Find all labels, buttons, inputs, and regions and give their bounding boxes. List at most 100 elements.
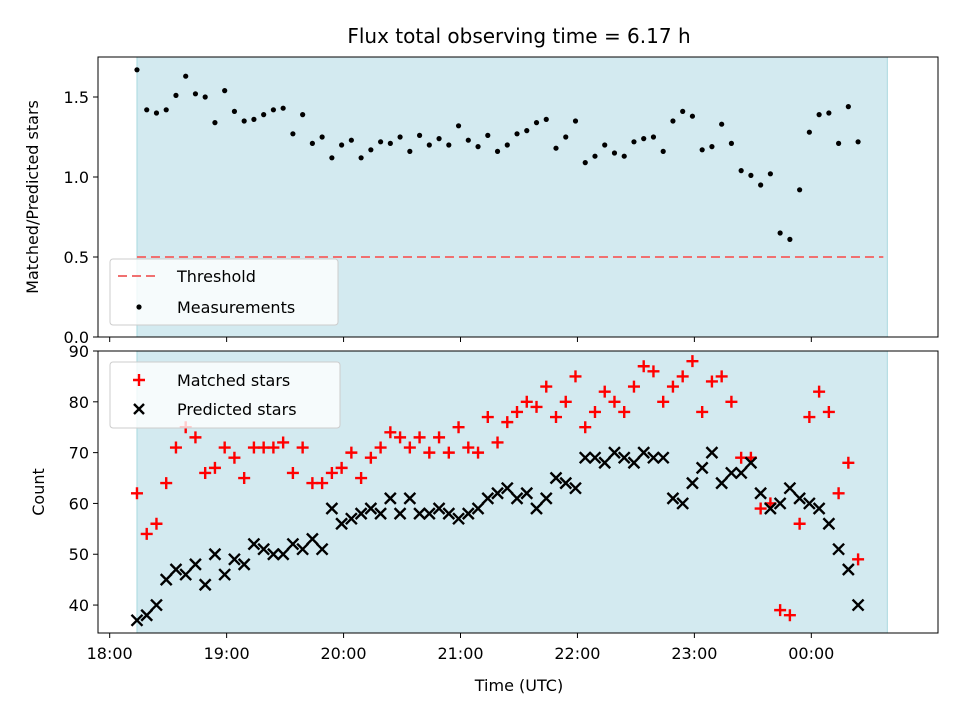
measurement-point — [709, 144, 715, 150]
matched-star-marker — [783, 609, 796, 622]
measurement-point — [748, 172, 754, 178]
matched-star-marker — [355, 472, 368, 485]
matched-star-marker — [199, 466, 212, 479]
predicted-star-marker — [520, 486, 534, 500]
measurement-point — [387, 140, 393, 146]
bottom-x-ticks: 18:00 19:00 20:00 21:00 22:00 23:00 00:00 — [87, 633, 834, 663]
measurement-point — [582, 160, 588, 166]
predicted-star-marker — [374, 507, 387, 520]
matched-star-marker — [569, 370, 582, 383]
top-x-ticks — [109, 337, 812, 342]
bottom-panel: 40 50 60 70 80 90 18:00 19:00 20:00 21:00 22:00 23… — [29, 342, 939, 695]
matched-star-marker — [666, 380, 679, 393]
measurement-point — [533, 120, 540, 126]
predicted-star-marker — [218, 568, 232, 581]
predicted-star-marker — [686, 476, 699, 490]
matched-star-marker — [803, 411, 816, 424]
measurement-point — [641, 136, 647, 142]
bottom-y-tick-label: 80 — [69, 393, 89, 412]
measurement-point — [660, 148, 666, 154]
predicted-star-marker — [841, 563, 855, 576]
predicted-star-marker — [588, 451, 602, 465]
measurement-point — [845, 104, 851, 110]
predicted-star-marker — [208, 547, 222, 561]
matched-star-marker — [413, 431, 426, 444]
measurement-point — [436, 136, 442, 142]
predicted-star-marker — [764, 502, 777, 515]
x-tick-label: 19:00 — [204, 644, 250, 663]
measurement-point — [797, 187, 803, 193]
predicted-star-marker — [734, 466, 748, 480]
predicted-star-marker — [783, 481, 797, 495]
matched-star-marker — [316, 477, 329, 490]
predicted-star-marker — [491, 486, 504, 500]
measurement-point — [758, 182, 764, 188]
predicted-star-marker — [325, 502, 339, 515]
measurement-point — [475, 144, 481, 150]
matched-star-marker — [442, 446, 455, 459]
measurement-point — [738, 168, 744, 174]
x-tick-label: 23:00 — [671, 644, 717, 663]
predicted-star-marker — [500, 481, 514, 495]
measurement-point — [650, 134, 657, 140]
matched-star-marker — [277, 436, 290, 449]
predicted-star-marker — [393, 507, 407, 520]
predicted-star-marker — [803, 497, 816, 510]
predicted-star-marker — [403, 492, 417, 505]
bottom-y-tick-label: 60 — [69, 494, 89, 513]
measurement-point — [231, 108, 238, 114]
legend-predicted-swatch — [133, 403, 145, 415]
measurement-point — [494, 148, 501, 154]
matched-star-marker — [286, 466, 299, 479]
measurement-point — [280, 105, 286, 111]
measurement-point — [270, 107, 277, 113]
measurement-point — [826, 110, 832, 116]
matched-star-marker — [238, 472, 251, 485]
measurement-point — [670, 118, 676, 124]
measurement-point — [621, 153, 627, 159]
measurement-point — [524, 128, 530, 134]
measurement-point — [514, 131, 520, 137]
predicted-star-marker — [130, 613, 144, 627]
top-panel-frame — [97, 56, 939, 338]
matched-star-marker — [130, 487, 143, 500]
matched-star-marker — [696, 405, 709, 418]
matched-star-marker — [169, 441, 182, 454]
measurement-point — [553, 145, 559, 151]
measurement-point — [134, 67, 140, 73]
predicted-star-marker — [442, 507, 456, 520]
measurement-point — [329, 155, 335, 161]
predicted-star-marker — [510, 492, 524, 505]
measurement-point — [173, 92, 179, 98]
matched-star-marker — [608, 395, 621, 408]
measurement-point — [446, 142, 452, 148]
predicted-star-marker — [793, 492, 806, 505]
predicted-star-marker — [422, 507, 436, 520]
matched-star-marker — [627, 380, 640, 393]
measurement-point — [855, 139, 861, 145]
top-panel: 0.0 0.5 1.0 1.5 Matched/Predicted stars Thr… — [23, 56, 939, 347]
bottom-y-tick-label: 90 — [69, 342, 89, 361]
measurement-point — [241, 118, 247, 124]
measurement-point — [416, 132, 423, 138]
bottom-y-axis-label: Count — [29, 468, 48, 516]
matched-star-marker — [842, 456, 855, 469]
matched-star-marker — [228, 451, 241, 464]
predicted-star-marker — [247, 537, 261, 551]
predicted-star-marker — [481, 492, 495, 505]
measurement-point — [602, 142, 608, 148]
matched-star-marker — [403, 441, 416, 454]
predicted-star-marker — [345, 512, 358, 526]
measurement-point — [543, 116, 549, 122]
measurement-point — [144, 107, 150, 113]
matched-star-marker — [647, 365, 660, 378]
predicted-star-marker — [461, 507, 475, 520]
matched-star-marker — [472, 446, 485, 459]
predicted-stars-markers — [130, 446, 865, 627]
measurement-point — [777, 230, 783, 236]
matched-star-marker — [686, 355, 699, 368]
matched-star-marker — [296, 441, 309, 454]
top-y-tick-label: 0.0 — [64, 328, 89, 347]
measurement-point — [222, 88, 228, 94]
